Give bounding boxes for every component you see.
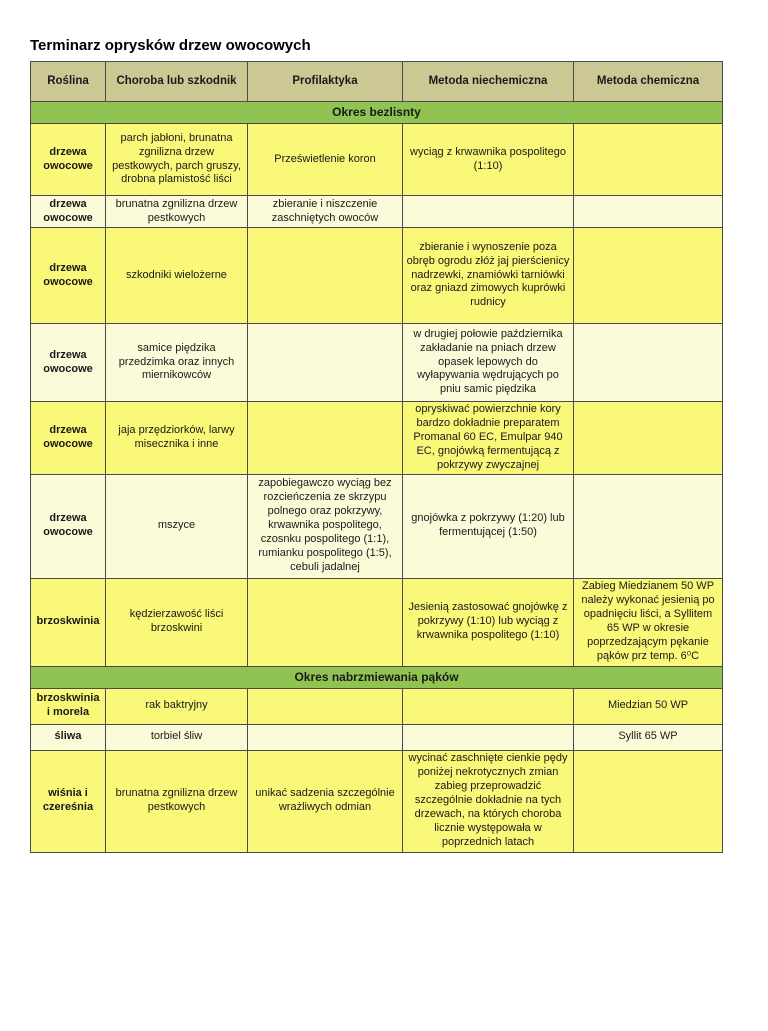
cell-chemical: Zabieg Miedzianem 50 WP należy wykonać j… [573,577,723,667]
section-header-row: Okres nabrzmiewania pąków [30,665,723,689]
cell-non-chemical [402,687,574,725]
cell-chemical [573,749,723,853]
cell-non-chemical: gnojówka z pokrzywy (1:20) lub fermentuj… [402,473,574,579]
cell-non-chemical: w drugiej połowie października zakładani… [402,323,574,402]
cell-chemical [573,323,723,402]
document-page: Terminarz oprysków drzew owocowych Rośli… [0,37,768,1031]
cell-plant: śliwa [30,723,106,751]
cell-disease: samice piędzika przedzimka oraz innych m… [105,323,248,402]
cell-disease: torbiel śliw [105,723,248,751]
cell-non-chemical: wyciąg z krwawnika pospolitego (1:10) [402,123,574,196]
cell-plant: wiśnia i czereśnia [30,749,106,853]
spray-schedule-table: Roślina Choroba lub szkodnik Profilaktyk… [30,61,723,853]
cell-prophylaxis [247,323,403,402]
section-header-okres-nabrzmiewania: Okres nabrzmiewania pąków [30,665,723,689]
cell-disease: szkodniki wielożerne [105,227,248,324]
cell-chemical [573,123,723,196]
cell-prophylaxis [247,687,403,725]
cell-non-chemical [402,723,574,751]
cell-chemical: Miedzian 50 WP [573,687,723,725]
table-row: śliwa torbiel śliw Syllit 65 WP [30,723,723,751]
cell-prophylaxis: zapobiegawczo wyciąg bez rozcieńczenia z… [247,473,403,579]
cell-prophylaxis [247,577,403,667]
cell-non-chemical: wycinać zaschnięte cienkie pędy poniżej … [402,749,574,853]
cell-non-chemical: Jesienią zastosować gnojówkę z pokrzywy … [402,577,574,667]
cell-non-chemical: zbieranie i wynoszenie poza obręb ogrodu… [402,227,574,324]
table-row: drzewa owocowe jaja przędziorków, larwy … [30,401,723,475]
table-row: brzoskwinia i morela rak baktryjny Miedz… [30,687,723,725]
cell-plant: drzewa owocowe [30,195,106,228]
cell-chemical: Syllit 65 WP [573,723,723,751]
cell-prophylaxis: unikać sadzenia szczególnie wrażliwych o… [247,749,403,853]
cell-plant: drzewa owocowe [30,123,106,196]
cell-prophylaxis: zbieranie i niszczenie zaschniętych owoc… [247,195,403,228]
cell-plant: brzoskwinia [30,577,106,667]
cell-disease: brunatna zgnilizna drzew pestkowych [105,749,248,853]
column-header-choroba: Choroba lub szkodnik [105,61,248,102]
table-row: drzewa owocowe mszyce zapobiegawczo wyci… [30,473,723,579]
cell-prophylaxis [247,723,403,751]
cell-chemical [573,227,723,324]
cell-plant: drzewa owocowe [30,323,106,402]
cell-prophylaxis [247,401,403,475]
cell-disease: parch jabłoni, brunatna zgnilizna drzew … [105,123,248,196]
cell-disease: kędzierzawość liści brzoskwini [105,577,248,667]
cell-non-chemical: opryskiwać powierzchnie kory bardzo dokł… [402,401,574,475]
table-row: drzewa owocowe parch jabłoni, brunatna z… [30,123,723,196]
page-title: Terminarz oprysków drzew owocowych [30,37,311,54]
table-row: wiśnia i czereśnia brunatna zgnilizna dr… [30,749,723,853]
table-row: drzewa owocowe brunatna zgnilizna drzew … [30,195,723,228]
cell-prophylaxis: Prześwietlenie koron [247,123,403,196]
cell-chemical [573,195,723,228]
cell-disease: jaja przędziorków, larwy misecznika i in… [105,401,248,475]
table-row: drzewa owocowe szkodniki wielożerne zbie… [30,227,723,324]
cell-plant: brzoskwinia i morela [30,687,106,725]
cell-chemical [573,401,723,475]
cell-chemical [573,473,723,579]
column-header-metoda-chemiczna: Metoda chemiczna [573,61,723,102]
cell-disease: mszyce [105,473,248,579]
cell-non-chemical [402,195,574,228]
column-header-profilaktyka: Profilaktyka [247,61,403,102]
column-header-roslina: Roślina [30,61,106,102]
cell-prophylaxis [247,227,403,324]
cell-plant: drzewa owocowe [30,473,106,579]
column-header-metoda-niechemiczna: Metoda niechemiczna [402,61,574,102]
cell-plant: drzewa owocowe [30,227,106,324]
cell-plant: drzewa owocowe [30,401,106,475]
cell-disease: rak baktryjny [105,687,248,725]
cell-disease: brunatna zgnilizna drzew pestkowych [105,195,248,228]
table-row: drzewa owocowe samice piędzika przedzimk… [30,323,723,402]
section-header-row: Okres bezlisnty [30,101,723,124]
table-header-row: Roślina Choroba lub szkodnik Profilaktyk… [30,61,723,102]
table-row: brzoskwinia kędzierzawość liści brzoskwi… [30,577,723,667]
section-header-okres-bezlisnty: Okres bezlisnty [30,101,723,124]
